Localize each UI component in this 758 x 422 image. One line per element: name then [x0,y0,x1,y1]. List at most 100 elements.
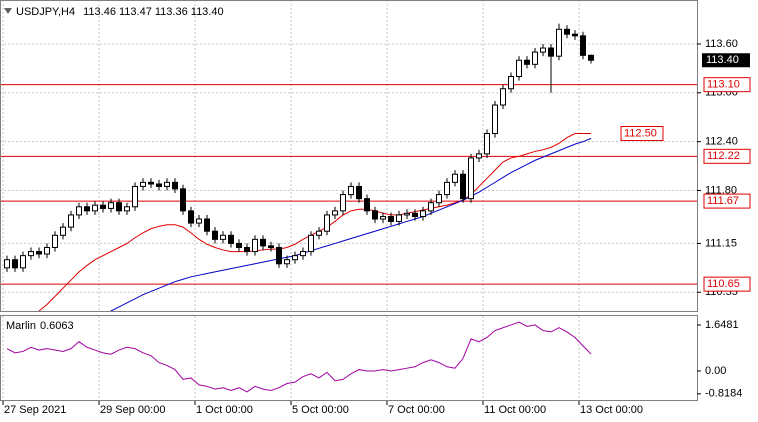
y-tick-label: 112.40 [705,136,738,148]
candle-body [588,54,594,61]
last-price-label: 113.40 [706,54,739,66]
candle-body [268,245,274,248]
x-tick-label: 29 Sep 00:00 [100,404,165,416]
last-price-box [702,53,750,68]
candle-body [92,204,98,212]
candle-body [436,194,442,204]
candle-body [420,210,426,218]
candle-body [324,214,330,232]
candle-body [316,230,322,236]
candle-body [140,181,146,187]
candle-body [412,212,418,218]
candle-body [108,202,114,209]
candle-body [572,33,578,37]
candle-body [36,251,42,255]
candle-body [516,59,522,78]
candle-body [20,255,26,269]
candle-body [244,246,250,253]
candle-body [84,206,90,212]
x-tick-label: 27 Sep 2021 [4,404,66,416]
candle-body [148,181,154,185]
candle-body [228,234,234,244]
candle-body [404,212,410,216]
indicator-name: Marlin [6,320,36,332]
candle-body [484,133,490,155]
candle-body [308,234,314,253]
candle-body [180,188,186,212]
candle-body [396,214,402,222]
candle-body [196,218,202,224]
candle-body [60,226,66,236]
candle-body [540,47,546,53]
candle-body [444,181,450,196]
candle-body [356,185,362,200]
candle-body [548,47,554,57]
y-tick-label: 111.15 [705,237,737,249]
candle-body [580,35,586,56]
candle-body [564,28,570,35]
x-tick-label: 5 Oct 00:00 [292,404,349,416]
candle-body [452,173,458,183]
candle-body [260,238,266,247]
candle-body [508,76,514,90]
candle-body [4,259,10,269]
candle-body [476,153,482,159]
candle-body [460,173,466,200]
level-label-box [703,77,751,93]
level-label: 111.67 [707,195,739,207]
x-tick-label: 11 Oct 00:00 [484,404,546,416]
candle-body [252,238,258,253]
candle-body [292,255,298,261]
candle-body [220,234,226,240]
candle-body [492,104,498,135]
candle-body [332,210,338,216]
candle-body [100,204,106,209]
candle-body [124,206,130,212]
grid [0,0,697,400]
moving-average [38,133,591,311]
candle-body [156,183,162,187]
candle-body [52,234,58,248]
level-label-box [703,276,751,292]
indicator-value: 0.6063 [40,320,74,332]
annotation-box [620,126,664,142]
x-tick-label: 1 Oct 00:00 [196,404,253,416]
ohlc-header: 113.46 113.47 113.36 113.40 [83,6,223,18]
symbol: USDJPY,H4 [16,6,75,18]
candle-body [388,216,394,222]
symbol-icon [4,8,12,14]
level-label-box [703,193,751,209]
candle-body [300,251,306,257]
candle-body [532,51,538,65]
main-plot [0,23,697,311]
sub-frame [0,315,698,401]
candle-body [68,214,74,228]
candle-body [468,157,474,200]
candle-body [188,210,194,224]
moving-average [109,137,592,311]
level-label-box [703,148,751,164]
candle-body [284,259,290,265]
candle-body [12,259,18,269]
indicator-line [6,321,592,393]
candle-body [364,198,370,212]
candle-body [164,181,170,187]
y-tick-label: 1.6481 [705,319,739,331]
level-label: 110.65 [707,278,740,290]
candle-body [380,216,386,220]
sub-plot [6,321,592,393]
candle-body [340,194,346,212]
candle-body [172,181,178,190]
candle-body [204,218,210,232]
candle-body [556,28,562,57]
candle-body [372,210,378,220]
y-tick-label: 0.00 [705,365,726,377]
candle-body [44,246,50,255]
main-frame [0,0,698,312]
x-tick-label: 7 Oct 00:00 [388,404,445,416]
candle-body [132,185,138,208]
candle-body [76,206,82,216]
candle-body [276,246,282,265]
level-label: 112.22 [707,150,740,162]
annotation-label: 112.50 [624,127,657,139]
